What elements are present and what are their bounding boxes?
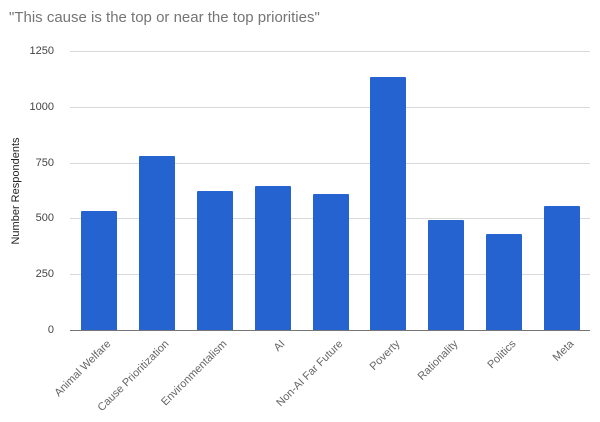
x-tick-label: AI — [271, 338, 288, 354]
y-tick-label: 500 — [35, 212, 54, 225]
bar[interactable] — [543, 205, 580, 330]
gridline — [70, 106, 590, 108]
bar[interactable] — [254, 186, 291, 330]
x-tick-label: Politics — [485, 338, 519, 372]
y-tick-label: 750 — [35, 156, 54, 169]
bar[interactable] — [485, 234, 522, 330]
y-axis-label: Number Respondents — [10, 137, 22, 245]
x-tick-label: Poverty — [367, 338, 403, 373]
x-tick-label: Rationality — [415, 338, 461, 383]
x-tick-label: Environmentalism — [159, 338, 230, 409]
bar[interactable] — [312, 193, 349, 330]
y-tick-label: 0 — [47, 324, 54, 336]
gridline — [70, 51, 590, 52]
y-tick-label: 1250 — [29, 45, 54, 57]
plot-area: 0 250 500 750 1000 1250 — [30, 45, 590, 336]
bar[interactable] — [428, 219, 465, 330]
bar[interactable] — [370, 76, 407, 330]
x-tick-label: Meta — [550, 338, 577, 364]
x-tick-label: Animal Welfare — [52, 338, 114, 400]
y-tick-label: 250 — [35, 268, 54, 281]
chart-title: "This cause is the top or near the top p… — [9, 9, 320, 26]
gridline — [70, 162, 590, 164]
y-tick-label: 1000 — [29, 100, 54, 113]
bar[interactable] — [139, 156, 176, 330]
bar[interactable] — [81, 211, 118, 330]
bar[interactable] — [196, 191, 233, 330]
gridline — [70, 330, 590, 331]
